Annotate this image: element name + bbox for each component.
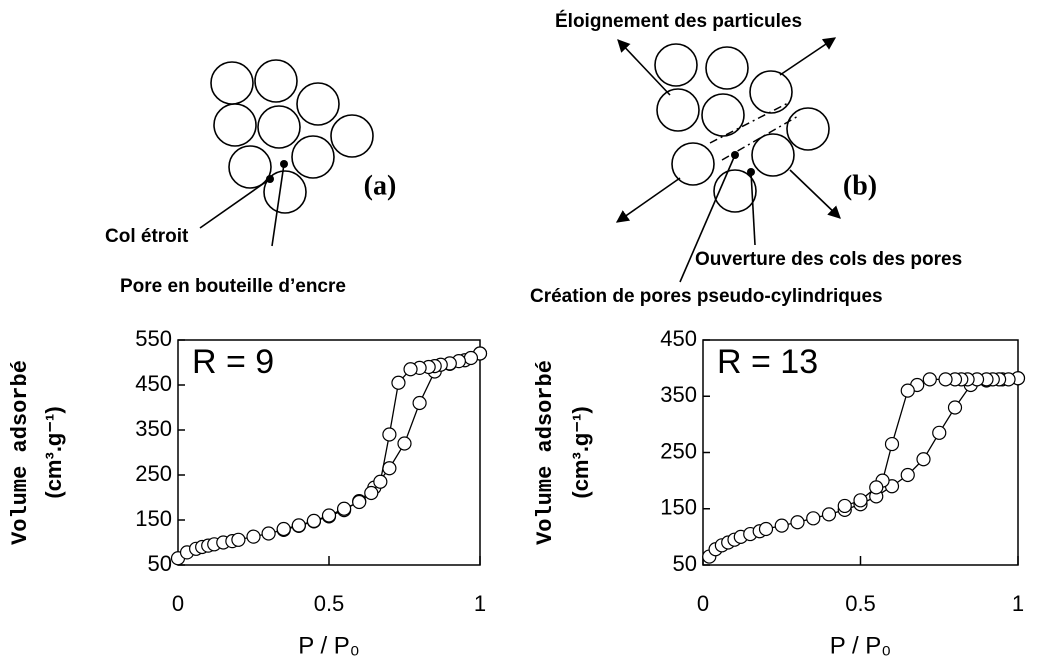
x-tick-label: 1 [1012,591,1024,616]
point [397,436,412,451]
x-tick-label: 1 [474,591,486,616]
point [231,532,246,547]
annotation: Ouverture des cols des pores [695,249,962,270]
x-tick-label: 0 [697,591,709,616]
point [900,383,915,398]
y-tick-label: 250 [135,461,172,486]
point [364,485,379,501]
x-tick-label: 0 [172,591,184,616]
point [261,526,276,541]
annotation: R = 9 [192,343,274,381]
y-tick-label: 550 [135,326,172,351]
diagram-a: (a) Col étroit Pore en bouteille d’encre [105,59,397,297]
y-tick-label: 350 [660,382,697,407]
y-tick-label: 50 [673,551,697,576]
y-axis-title: Volume adsorbé [8,360,33,545]
y-axis-title: Volume adsorbé [533,360,558,545]
point [922,372,937,387]
diagram-b: (b) Éloignement des particules Ouverture… [530,10,962,307]
point [321,508,337,523]
y-tick-label: 250 [660,438,697,463]
point [837,498,852,514]
x-tick-label: 0.5 [845,591,876,616]
point [382,427,397,442]
y-tick-label: 150 [135,506,172,531]
x-axis-title: P / P₀ [830,632,892,659]
diagram-label: (a) [364,170,397,201]
point [853,493,868,508]
point [932,425,947,440]
series-line [283,352,481,530]
x-axis-title: P / P₀ [298,632,360,659]
point [790,515,805,530]
point [869,480,884,495]
point [337,501,352,516]
point [916,452,931,467]
point [900,467,915,483]
y-axis-unit: (cm³.g⁻¹) [568,406,593,498]
point [382,461,397,476]
y-tick-label: 350 [135,416,172,441]
point [291,518,306,533]
point [373,474,388,489]
annotation: Création de pores pseudo-cylindriques [530,286,883,307]
annotation: Pore en bouteille d’encre [120,276,346,297]
point [884,436,900,452]
x-tick-label: 0.5 [314,591,345,616]
y-tick-label: 50 [148,551,172,576]
point [246,529,261,544]
point [391,375,406,390]
series-line [177,352,481,559]
diagram-label: (b) [843,170,877,201]
y-axis-unit: (cm³.g⁻¹) [41,406,66,498]
annotation: Col étroit [105,226,189,247]
point [352,494,367,510]
y-tick-label: 150 [660,495,697,520]
point [947,400,963,415]
point [276,521,291,537]
annotation: Éloignement des particules [555,10,802,32]
point [412,395,427,411]
point [463,350,479,366]
point [403,362,418,377]
point [774,518,789,533]
y-tick-label: 450 [660,326,697,351]
point [758,521,774,537]
point [821,507,837,522]
y-tick-label: 450 [135,371,172,396]
point [938,372,953,387]
point [806,511,821,526]
point [306,513,321,529]
annotation: R = 13 [717,343,818,381]
